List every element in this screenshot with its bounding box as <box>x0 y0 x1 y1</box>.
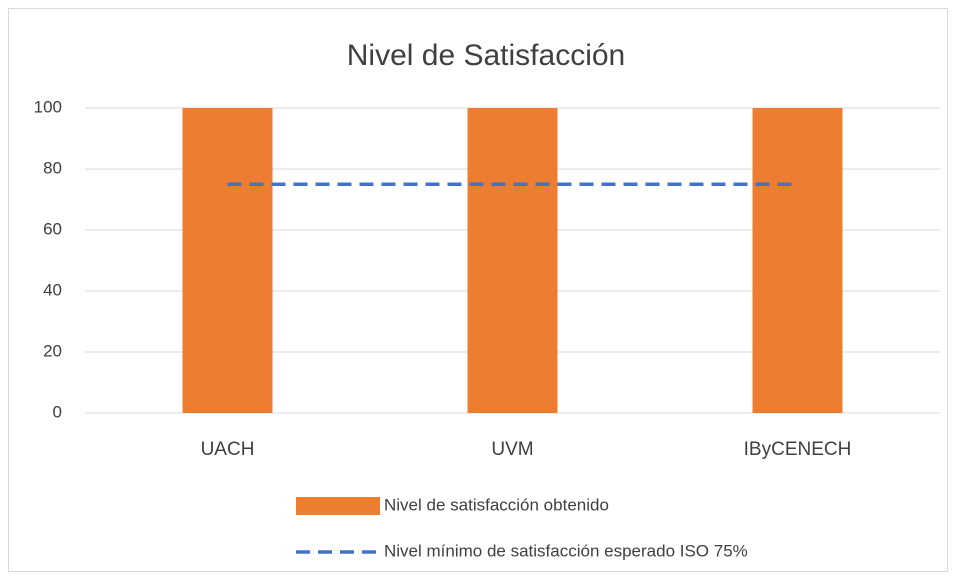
bar <box>182 108 273 413</box>
legend-label: Nivel de satisfacción obtenido <box>384 495 609 514</box>
x-tick-label: IByCENECH <box>744 439 852 460</box>
legend-swatch <box>296 497 380 515</box>
x-tick-label: UACH <box>201 439 255 460</box>
legend-label: Nivel mínimo de satisfacción esperado IS… <box>384 541 748 560</box>
bar <box>467 108 558 413</box>
y-tick-label: 0 <box>53 402 62 421</box>
y-tick-label: 80 <box>43 158 62 177</box>
y-tick-label: 60 <box>43 219 62 238</box>
y-tick-label: 40 <box>43 280 62 299</box>
y-tick-label: 100 <box>34 97 62 116</box>
y-tick-label: 20 <box>43 341 62 360</box>
chart-title: Nivel de Satisfacción <box>347 39 625 72</box>
bar <box>752 108 843 413</box>
x-tick-label: UVM <box>491 439 533 460</box>
